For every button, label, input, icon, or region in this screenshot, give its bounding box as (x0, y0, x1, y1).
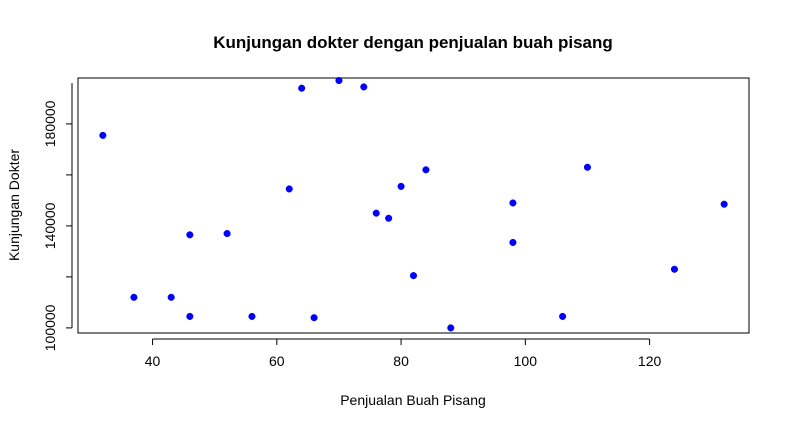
data-point (447, 324, 455, 332)
x-tick-label: 80 (393, 353, 409, 369)
data-point (130, 293, 138, 301)
x-axis-label: Penjualan Buah Pisang (340, 392, 486, 408)
y-axis: 100000 140000 180000 (42, 83, 73, 351)
data-point (509, 199, 517, 207)
data-point (409, 272, 418, 280)
x-tick-label: 60 (269, 353, 285, 369)
data-point (385, 214, 393, 222)
x-tick-label: 100 (514, 353, 538, 369)
data-point (298, 84, 306, 92)
data-point (720, 200, 728, 208)
data-points (99, 77, 728, 332)
data-point (167, 293, 175, 301)
y-tick-label: 100000 (42, 304, 58, 351)
data-point (186, 312, 194, 320)
data-point (186, 231, 194, 239)
data-point (335, 77, 343, 85)
data-point (583, 163, 592, 171)
y-axis-label: Kunjungan Dokter (6, 149, 22, 261)
y-tick-label: 180000 (42, 100, 58, 147)
x-axis: 40 60 80 100 120 (145, 338, 662, 369)
y-tick-label: 140000 (42, 202, 58, 249)
data-point (360, 83, 368, 91)
chart-title: Kunjungan dokter dengan penjualan buah p… (213, 33, 613, 52)
data-point (223, 230, 231, 238)
data-point (559, 312, 567, 320)
data-point (670, 265, 678, 273)
data-point (285, 185, 293, 193)
data-point (397, 182, 405, 190)
data-point (99, 131, 107, 139)
data-point (372, 209, 380, 217)
x-tick-label: 120 (638, 353, 662, 369)
data-point (310, 314, 318, 322)
data-point (509, 238, 517, 247)
data-point (422, 166, 430, 174)
x-tick-label: 40 (145, 353, 161, 369)
data-point (248, 312, 256, 320)
plot-frame (77, 77, 750, 334)
